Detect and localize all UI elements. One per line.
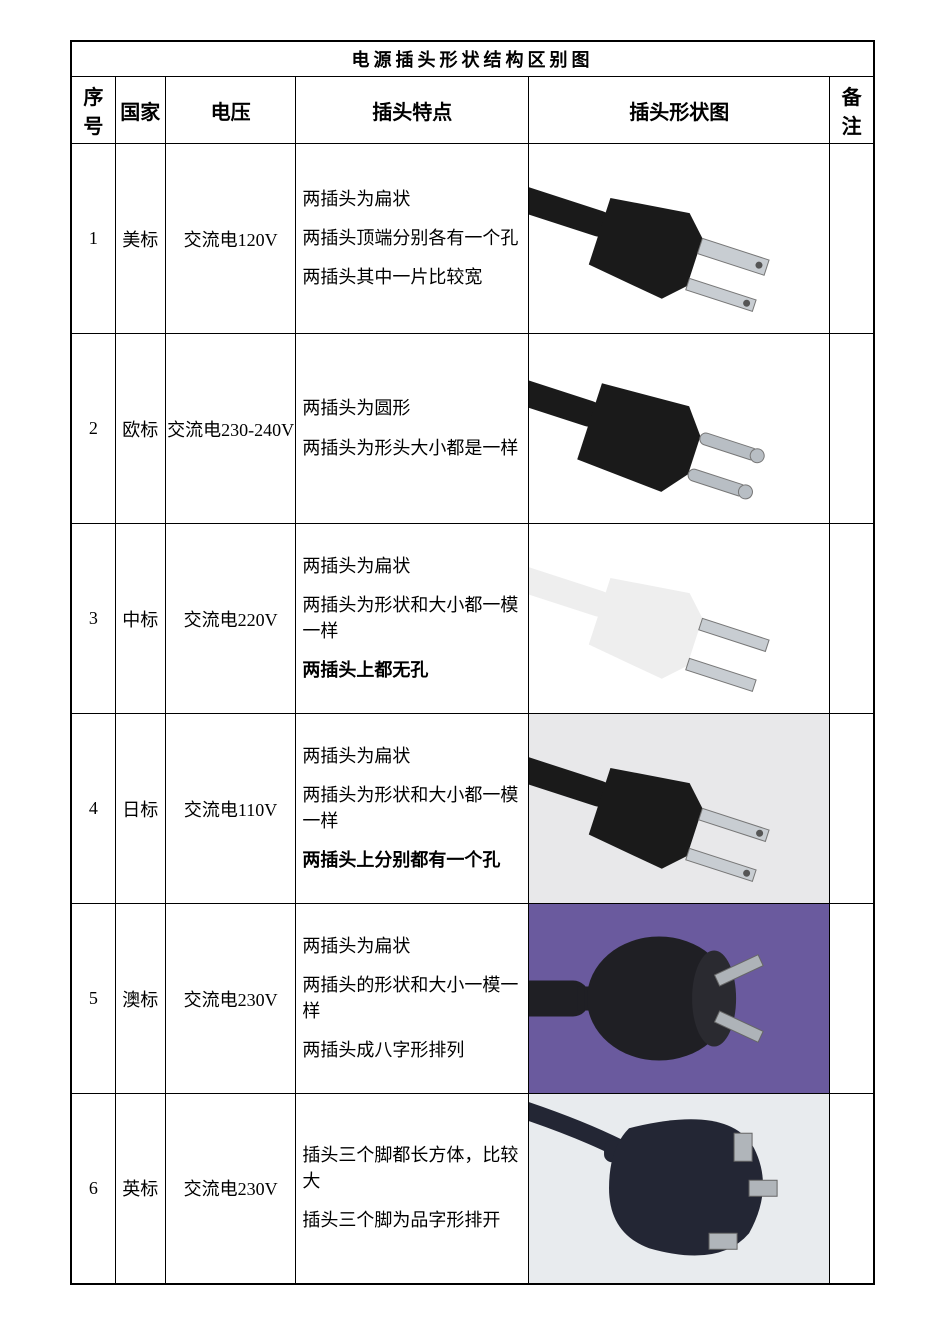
cell-country: 中标 (115, 524, 165, 714)
cell-seq: 4 (71, 714, 115, 904)
feature-line: 两插头的形状和大小一模一样 (302, 973, 522, 1023)
feature-line: 两插头为形状和大小都一模一样 (302, 593, 522, 643)
col-voltage-header: 电压 (165, 77, 295, 144)
table-row: 6英标交流电230V插头三个脚都长方体，比较大插头三个脚为品字形排开 (71, 1094, 874, 1284)
feature-line: 两插头为形头大小都是一样 (302, 436, 522, 461)
col-image-header: 插头形状图 (529, 77, 830, 144)
cell-plug-image (529, 524, 830, 714)
cell-country: 美标 (115, 144, 165, 334)
cell-plug-image (529, 144, 830, 334)
cell-seq: 5 (71, 904, 115, 1094)
feature-line: 两插头为扁状 (302, 187, 522, 212)
cell-plug-image (529, 904, 830, 1094)
cell-features: 两插头为扁状两插头为形状和大小都一模一样两插头上分别都有一个孔 (296, 714, 529, 904)
cell-voltage: 交流电110V (165, 714, 295, 904)
table-row: 5澳标交流电230V两插头为扁状两插头的形状和大小一模一样两插头成八字形排列 (71, 904, 874, 1094)
cell-voltage: 交流电230V (165, 1094, 295, 1284)
feature-line: 两插头为扁状 (302, 554, 522, 579)
feature-line: 两插头上分别都有一个孔 (302, 848, 522, 873)
cell-note (830, 334, 874, 524)
feature-line: 插头三个脚为品字形排开 (302, 1208, 522, 1233)
cell-voltage: 交流电230-240V (165, 334, 295, 524)
cell-voltage: 交流电120V (165, 144, 295, 334)
table-row: 4日标交流电110V两插头为扁状两插头为形状和大小都一模一样两插头上分别都有一个… (71, 714, 874, 904)
cell-country: 日标 (115, 714, 165, 904)
cell-features: 两插头为圆形两插头为形头大小都是一样 (296, 334, 529, 524)
cell-country: 澳标 (115, 904, 165, 1094)
cell-seq: 2 (71, 334, 115, 524)
feature-line: 两插头为形状和大小都一模一样 (302, 783, 522, 833)
feature-line: 插头三个脚都长方体，比较大 (302, 1143, 522, 1193)
cell-plug-image (529, 334, 830, 524)
col-country-header: 国家 (115, 77, 165, 144)
cell-seq: 1 (71, 144, 115, 334)
feature-line: 两插头顶端分别各有一个孔 (302, 226, 522, 251)
col-seq-header: 序号 (71, 77, 115, 144)
feature-line: 两插头其中一片比较宽 (302, 265, 522, 290)
col-note-header: 备注 (830, 77, 874, 144)
feature-line: 两插头成八字形排列 (302, 1038, 522, 1063)
cell-seq: 6 (71, 1094, 115, 1284)
cell-features: 插头三个脚都长方体，比较大插头三个脚为品字形排开 (296, 1094, 529, 1284)
cell-features: 两插头为扁状两插头的形状和大小一模一样两插头成八字形排列 (296, 904, 529, 1094)
header-row: 序号 国家 电压 插头特点 插头形状图 备注 (71, 77, 874, 144)
plug-comparison-table: 电源插头形状结构区别图 序号 国家 电压 插头特点 插头形状图 备注 1美标交流… (70, 40, 875, 1285)
cell-country: 英标 (115, 1094, 165, 1284)
cell-note (830, 524, 874, 714)
feature-line: 两插头为扁状 (302, 934, 522, 959)
cell-voltage: 交流电220V (165, 524, 295, 714)
feature-line: 两插头上都无孔 (302, 658, 522, 683)
table-row: 1美标交流电120V两插头为扁状两插头顶端分别各有一个孔两插头其中一片比较宽 (71, 144, 874, 334)
cell-plug-image (529, 1094, 830, 1284)
table-row: 2欧标交流电230-240V两插头为圆形两插头为形头大小都是一样 (71, 334, 874, 524)
feature-line: 两插头为圆形 (302, 396, 522, 421)
feature-line: 两插头为扁状 (302, 744, 522, 769)
cell-note (830, 144, 874, 334)
cell-country: 欧标 (115, 334, 165, 524)
col-features-header: 插头特点 (296, 77, 529, 144)
cell-plug-image (529, 714, 830, 904)
cell-seq: 3 (71, 524, 115, 714)
table-title: 电源插头形状结构区别图 (71, 41, 874, 77)
cell-features: 两插头为扁状两插头为形状和大小都一模一样两插头上都无孔 (296, 524, 529, 714)
cell-note (830, 904, 874, 1094)
cell-note (830, 1094, 874, 1284)
cell-voltage: 交流电230V (165, 904, 295, 1094)
cell-note (830, 714, 874, 904)
table-row: 3中标交流电220V两插头为扁状两插头为形状和大小都一模一样两插头上都无孔 (71, 524, 874, 714)
cell-features: 两插头为扁状两插头顶端分别各有一个孔两插头其中一片比较宽 (296, 144, 529, 334)
